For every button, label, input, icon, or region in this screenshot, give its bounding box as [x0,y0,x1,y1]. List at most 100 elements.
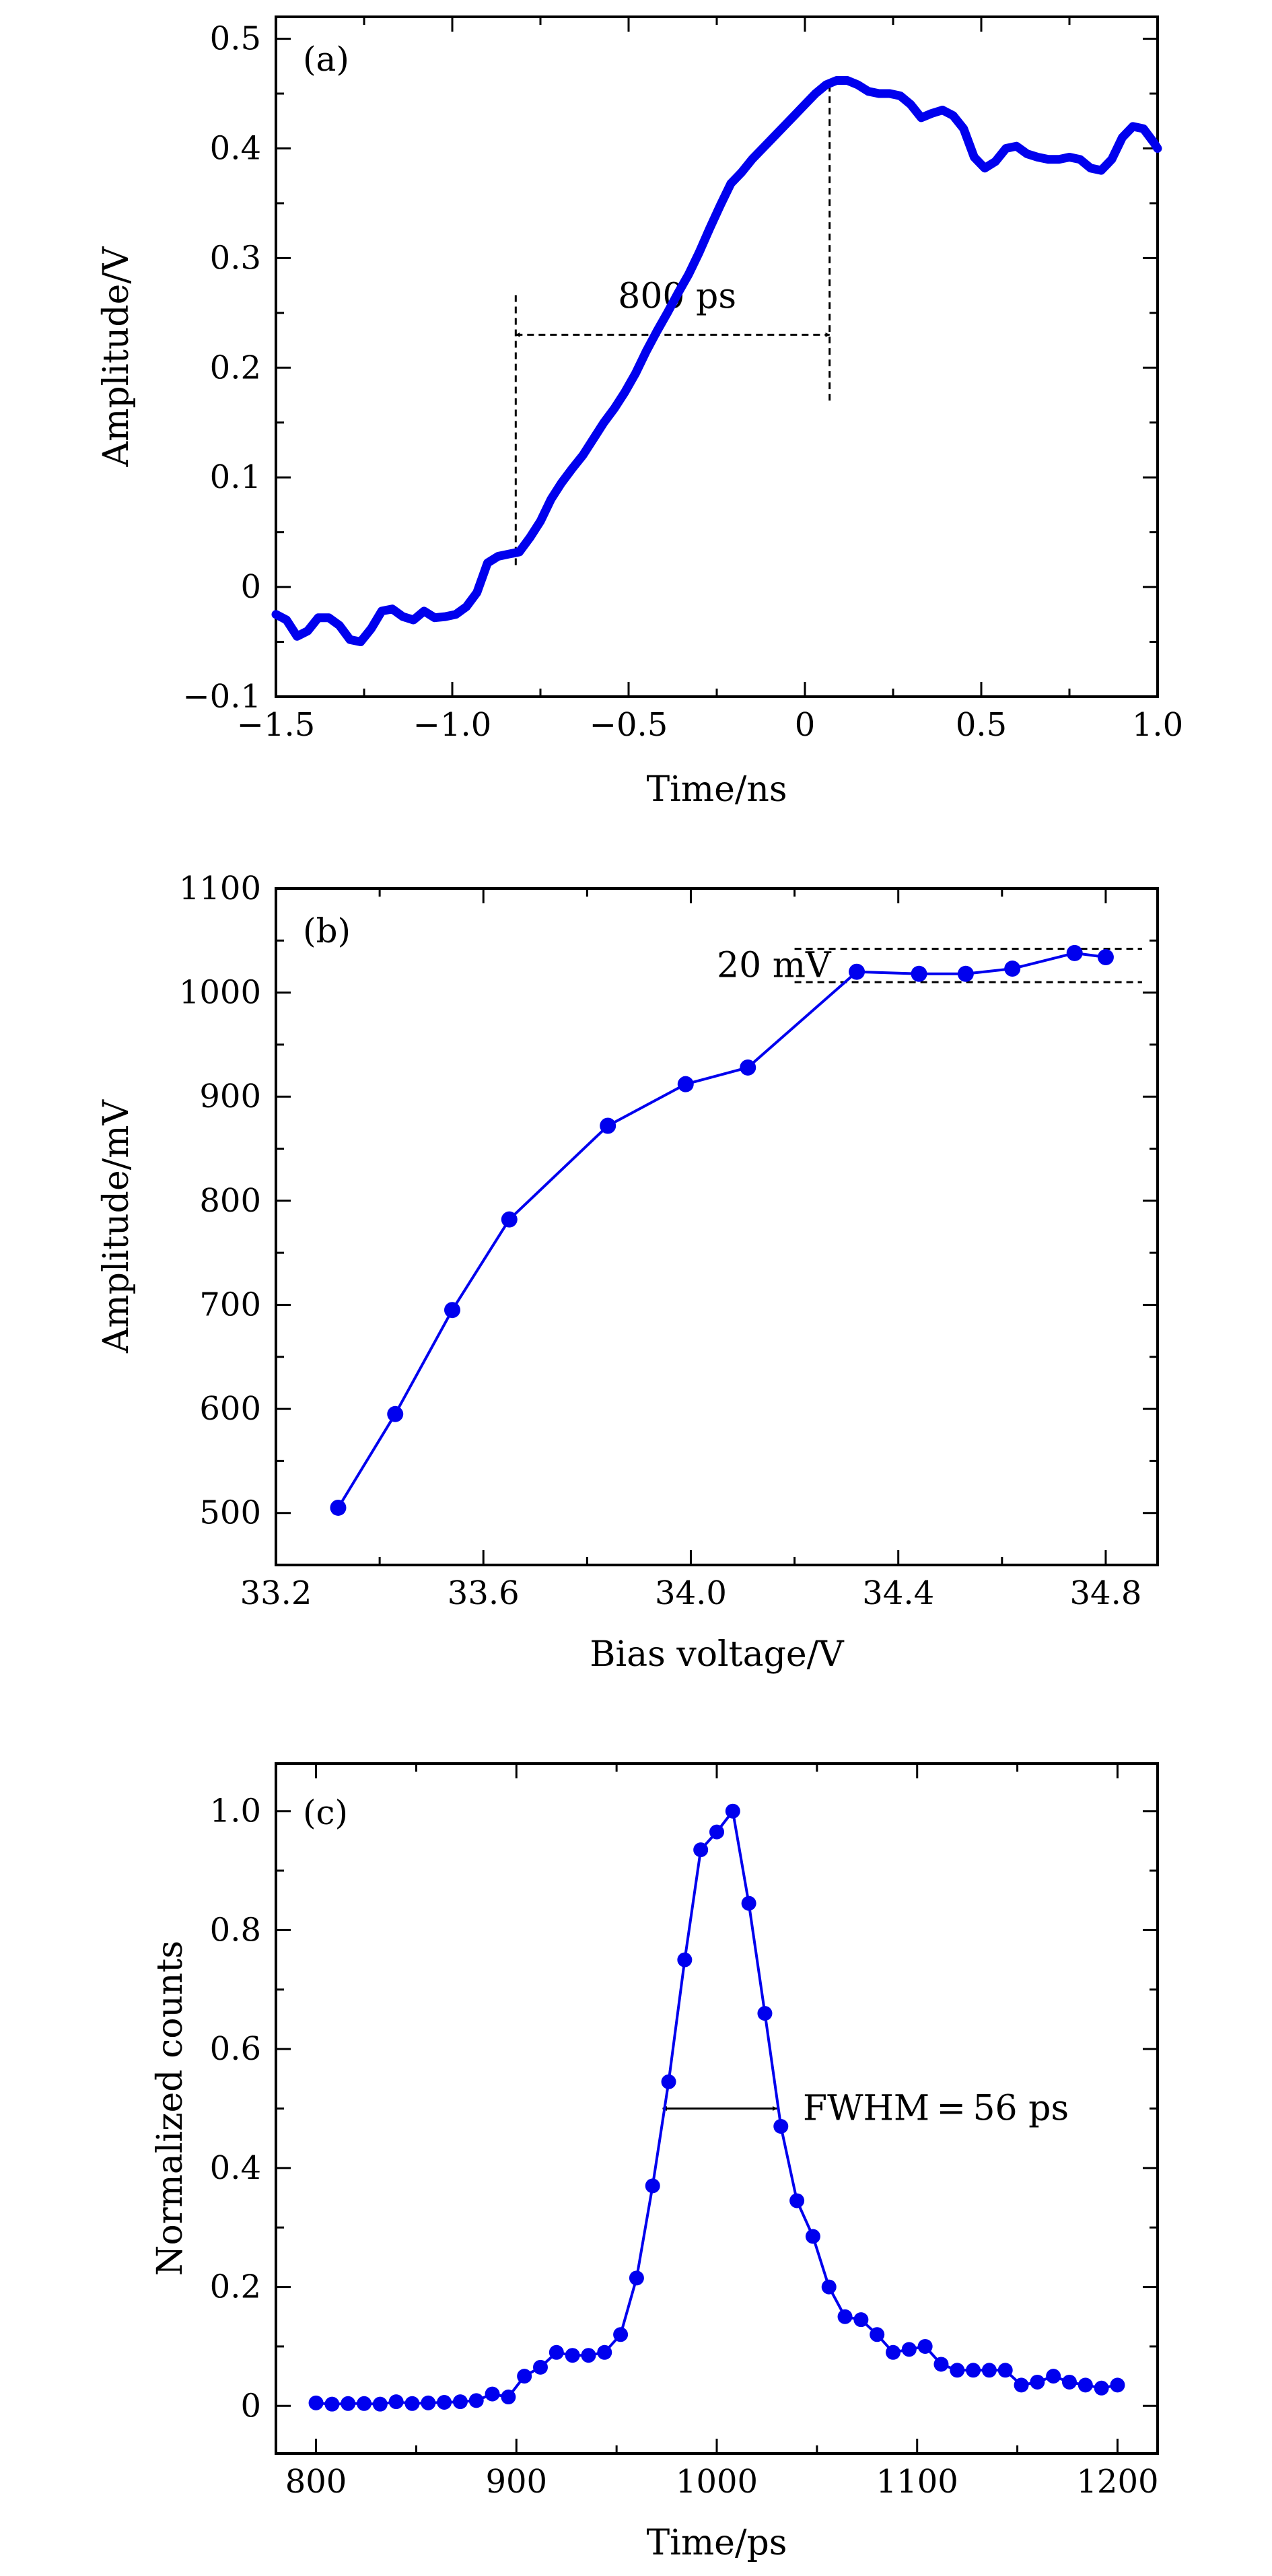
x-ticks-a: −1.5 −1.0 −0.5 0 0.5 1.0 [237,17,1183,744]
data-point [661,2074,676,2089]
data-point [452,2394,468,2410]
data-point [600,1117,616,1134]
x-tick-label: 1000 [676,2463,758,2501]
series-c [308,1803,1125,2412]
y-tick-label: 600 [199,1390,261,1428]
x-tick-label: 34.0 [655,1574,727,1612]
panel-c: (c) 800 900 1000 1100 1200 00.20.40.60.81.0 … [150,1762,1159,2563]
data-point [565,2348,580,2363]
y-ticks-b: 500 600 700 800 900 1000 1100 [179,870,1158,1532]
y-tick-label: 0.2 [210,2268,261,2306]
data-point [1097,949,1114,966]
data-point [372,2396,388,2412]
data-point [1066,944,1083,961]
data-point [501,1211,518,1228]
plot-frame-b [275,887,1159,1566]
x-tick-label: 33.2 [240,1574,312,1612]
data-point [773,2119,789,2134]
annotations-a: 800 ps [514,82,831,565]
y-tick-label: 0.3 [210,239,261,277]
y-ticks-a: −0.1 0 0.1 0.2 0.3 0.4 0.5 [182,20,1158,716]
data-point [404,2396,420,2411]
x-tick-label: 900 [485,2463,547,2501]
x-axis-title-c: Time/ps [647,2523,787,2563]
data-point [581,2348,596,2363]
x-tick-label: −0.5 [590,706,668,744]
y-tick-label: 700 [199,1286,261,1323]
data-point [1062,2374,1077,2390]
series-line [271,76,1162,646]
data-point [741,1895,756,1911]
x-ticks-c: 800 900 1000 1100 1200 [285,1764,1159,2501]
y-tick-label: −0.1 [182,678,261,716]
data-point [740,1059,756,1076]
data-point [677,1076,694,1092]
data-point [837,2309,853,2324]
data-point [485,2386,500,2402]
y-tick-label: 0.2 [210,349,261,386]
data-point [330,1499,347,1516]
y-axis-title-c: Normalized counts [150,1941,190,2276]
panel-label-a: (a) [303,40,349,79]
data-point [966,2363,981,2378]
panel-label-c: (c) [303,1793,348,1832]
data-point [1014,2377,1029,2393]
y-tick-label: 0 [240,2387,261,2425]
panel-b: (b) 33.2 33.6 34.0 34.4 34.8 500 600 700 800 900… [96,870,1159,1675]
data-point [437,2395,452,2410]
x-tick-label: 0.5 [956,706,1007,744]
data-point [597,2344,612,2360]
y-tick-label: 0.8 [210,1911,261,1949]
plot-frame-a [275,15,1159,698]
x-tick-label: 34.4 [862,1574,934,1612]
y-ticks-c: 0 0.2 0.4 0.6 0.8 1.0 [210,1792,1158,2425]
x-tick-label: 1100 [876,2463,958,2501]
annotations-b: 20 mV [717,945,1142,985]
y-tick-label: 0 [240,568,261,606]
data-point [1110,2377,1125,2393]
data-point [725,1803,740,1819]
x-axis-title-b: Bias voltage/V [590,1634,845,1675]
data-point [501,2390,516,2405]
data-point [886,2344,900,2360]
y-tick-label: 1.0 [210,1792,261,1830]
y-axis-title-a: Amplitude/V [96,246,137,467]
data-point [645,2178,660,2194]
data-point [357,2396,372,2411]
data-point [549,2344,564,2360]
series-a [271,76,1162,646]
data-point [629,2270,644,2286]
data-point [853,2312,869,2328]
data-point [933,2357,949,2372]
data-point [308,2395,324,2410]
x-tick-label: 33.6 [448,1574,520,1612]
y-axis-title-b: Amplitude/mV [96,1099,137,1354]
x-tick-label: 0 [795,706,816,744]
data-point [950,2363,965,2378]
data-point [388,2394,404,2410]
data-point [1094,2380,1109,2396]
series-line [337,951,1107,1509]
y-tick-label: 0.4 [210,2149,261,2187]
data-point [997,2363,1013,2378]
data-point [981,2363,997,2378]
data-point [957,965,974,982]
data-point [613,2327,629,2342]
data-point [901,2342,917,2357]
data-point [805,2229,820,2244]
y-tick-label: 0.6 [210,2030,261,2068]
x-tick-label: 1.0 [1132,706,1183,744]
y-tick-label: 800 [199,1182,261,1220]
data-point [849,963,865,980]
x-tick-label: −1.5 [237,706,316,744]
series-b [330,944,1114,1516]
data-point [468,2393,484,2408]
y-tick-label: 500 [199,1494,261,1532]
data-point [677,1952,693,1968]
data-point [757,2006,773,2021]
data-point [444,1302,460,1319]
panel-label-b: (b) [303,911,351,950]
y-tick-label: 1000 [179,974,261,1012]
y-tick-label: 1100 [179,870,261,907]
